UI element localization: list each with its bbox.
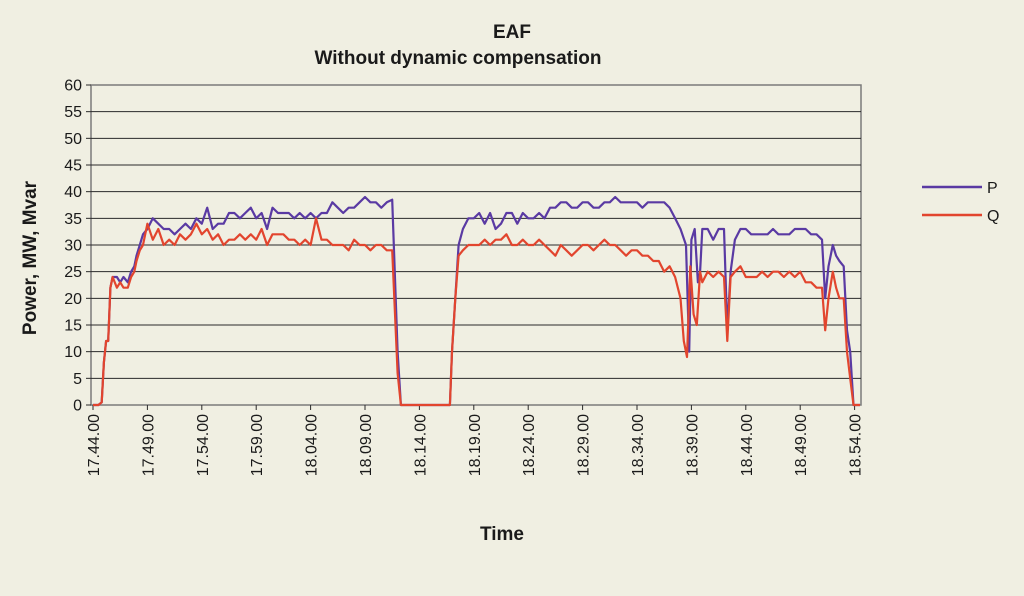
- x-tick-label: 17.54.00: [195, 414, 212, 476]
- y-tick-label: 10: [64, 344, 82, 361]
- y-tick-label: 50: [64, 131, 82, 148]
- series-line-q: [93, 217, 860, 407]
- x-tick-label: 18.19.00: [467, 414, 484, 476]
- x-axis-label: Time: [480, 524, 524, 545]
- x-tick-label: 18.44.00: [739, 414, 756, 476]
- x-tick-label: 18.49.00: [793, 414, 810, 476]
- gridlines: [91, 111, 861, 379]
- legend: PQ: [922, 180, 999, 225]
- y-tick-label: 60: [64, 78, 82, 95]
- y-tick-label: 40: [64, 184, 82, 201]
- chart-title: EAF: [493, 22, 531, 43]
- y-axis-label: Power, MW, Mvar: [20, 180, 41, 335]
- chart-subtitle: Without dynamic compensation: [315, 48, 602, 69]
- x-tick-label: 18.04.00: [304, 414, 321, 476]
- x-tick-label: 18.34.00: [630, 414, 647, 476]
- legend-label-q: Q: [987, 208, 999, 225]
- x-tick-label: 18.09.00: [358, 414, 375, 476]
- x-tick-labels: 17.44.00 17.49.00 17.54.00 17.59.00 18.04.00…: [86, 405, 865, 476]
- y-tick-label: 15: [64, 318, 82, 335]
- y-tick-label: 55: [64, 104, 82, 121]
- x-tick-label: 17.59.00: [249, 414, 266, 476]
- y-tick-label: 30: [64, 238, 82, 255]
- y-tick-label: 5: [73, 371, 82, 388]
- x-tick-label: 17.49.00: [140, 414, 157, 476]
- series-lines: [93, 195, 860, 407]
- y-tick-labels: 0 5 10 15 20 25 30 35 40 45 50 55 60: [64, 78, 91, 415]
- y-tick-label: 20: [64, 291, 82, 308]
- x-tick-label: 18.29.00: [576, 414, 593, 476]
- y-tick-label: 25: [64, 264, 82, 281]
- x-tick-label: 18.39.00: [684, 414, 701, 476]
- y-tick-label: 45: [64, 158, 82, 175]
- x-tick-label: 18.54.00: [848, 414, 865, 476]
- legend-label-p: P: [987, 180, 998, 197]
- series-line-p: [93, 195, 860, 407]
- y-tick-label: 35: [64, 211, 82, 228]
- x-tick-label: 18.24.00: [521, 414, 538, 476]
- x-tick-label: 17.44.00: [86, 414, 103, 476]
- x-tick-label: 18.14.00: [412, 414, 429, 476]
- y-tick-label: 0: [73, 398, 82, 415]
